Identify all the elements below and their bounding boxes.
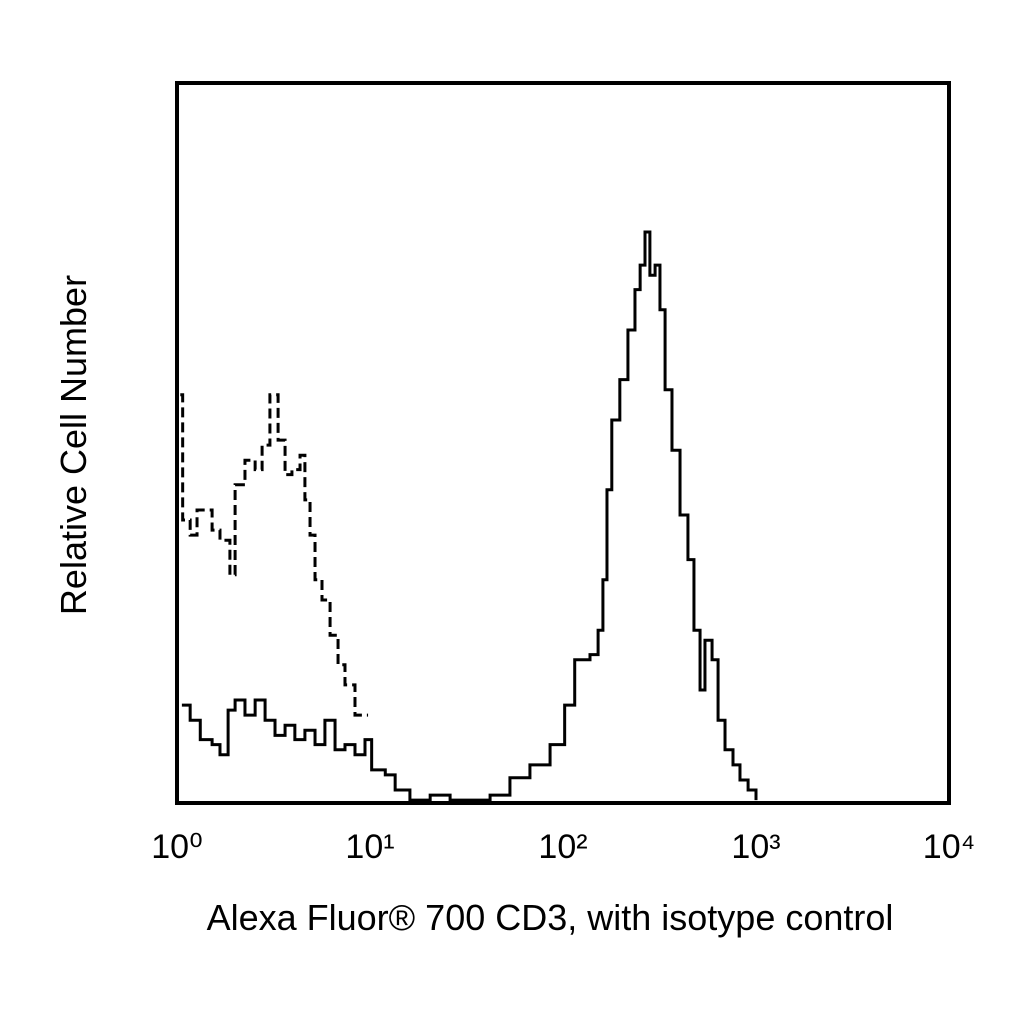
x-tick-label: 10⁰ <box>151 828 202 866</box>
y-axis-label: Relative Cell Number <box>53 275 94 615</box>
histogram-line <box>180 393 369 717</box>
x-tick-label: 10³ <box>731 828 780 866</box>
x-axis-label: Alexa Fluor® 700 CD3, with isotype contr… <box>207 897 894 938</box>
x-tick-label: 10² <box>538 828 587 866</box>
histogram-line <box>181 230 758 802</box>
x-tick-label: 10⁴ <box>923 828 975 866</box>
plot-frame <box>175 81 951 805</box>
x-tick-label: 10¹ <box>345 828 394 866</box>
